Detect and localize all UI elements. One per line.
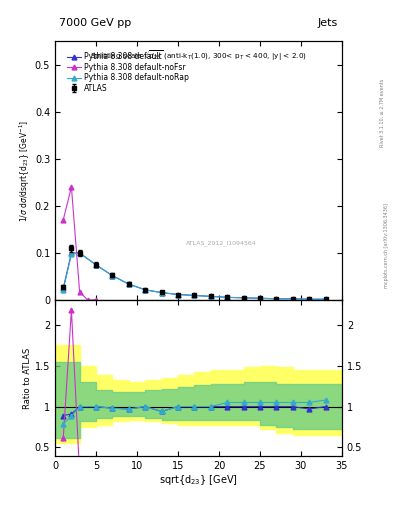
Pythia 8.308 default [77,250,82,256]
Pythia 8.308 default [127,281,131,287]
Pythia 8.308 default-noRap [159,290,164,296]
Pythia 8.308 default [192,292,197,298]
Text: mcplots.cern.ch [arXiv:1306.3436]: mcplots.cern.ch [arXiv:1306.3436] [384,203,389,288]
Text: 7000 GeV pp: 7000 GeV pp [59,18,131,28]
Y-axis label: Ratio to ATLAS: Ratio to ATLAS [23,347,32,409]
Pythia 8.308 default-noRap [257,295,262,302]
Pythia 8.308 default [323,296,328,302]
Y-axis label: 1/$\sigma$ d$\sigma$/dsqrt{d$_{23}$} [GeV$^{-1}$]: 1/$\sigma$ d$\sigma$/dsqrt{d$_{23}$} [Ge… [18,119,32,222]
Pythia 8.308 default-noFsr [94,296,98,303]
Text: Rivet 3.1.10, ≥ 2.7M events: Rivet 3.1.10, ≥ 2.7M events [380,78,384,147]
Pythia 8.308 default [69,250,74,256]
Pythia 8.308 default [110,272,115,279]
Text: ATLAS_2012_I1094564: ATLAS_2012_I1094564 [186,240,257,246]
Pythia 8.308 default-noRap [241,295,246,301]
Text: Jets: Jets [318,18,338,28]
Pythia 8.308 default-noRap [290,295,295,302]
Pythia 8.308 default [274,295,279,302]
Pythia 8.308 default-noRap [192,292,197,298]
Pythia 8.308 default [159,290,164,296]
Pythia 8.308 default [61,285,66,291]
Pythia 8.308 default-noRap [176,291,180,297]
Pythia 8.308 default [307,296,312,302]
Pythia 8.308 default [257,295,262,302]
Pythia 8.308 default-noRap [77,250,82,256]
Pythia 8.308 default-noFsr [69,184,74,190]
Pythia 8.308 default-noRap [208,293,213,300]
X-axis label: sqrt{d$_{23}$} [GeV]: sqrt{d$_{23}$} [GeV] [159,473,238,487]
Pythia 8.308 default-noRap [225,294,230,301]
Pythia 8.308 default [241,295,246,301]
Pythia 8.308 default-noRap [323,296,328,302]
Pythia 8.308 default-noFsr [85,297,90,303]
Pythia 8.308 default-noRap [274,295,279,302]
Text: Splitting scale $\sqrt{d_{23}}$ (anti-k$_{T}$(1.0), 300< p$_{T}$ < 400, |y| < 2.: Splitting scale $\sqrt{d_{23}}$ (anti-k$… [90,49,307,63]
Pythia 8.308 default-noRap [307,296,312,302]
Pythia 8.308 default [225,294,230,301]
Pythia 8.308 default-noRap [69,251,74,258]
Legend: Pythia 8.308 default, Pythia 8.308 default-noFsr, Pythia 8.308 default-noRap, AT: Pythia 8.308 default, Pythia 8.308 defau… [64,50,191,95]
Line: Pythia 8.308 default-noRap: Pythia 8.308 default-noRap [61,250,328,302]
Line: Pythia 8.308 default: Pythia 8.308 default [61,250,328,302]
Pythia 8.308 default [208,293,213,300]
Pythia 8.308 default [143,287,147,293]
Pythia 8.308 default-noRap [127,281,131,287]
Pythia 8.308 default-noFsr [77,289,82,295]
Pythia 8.308 default-noRap [94,262,98,268]
Pythia 8.308 default [94,262,98,268]
Pythia 8.308 default-noRap [61,287,66,293]
Pythia 8.308 default-noFsr [61,217,66,223]
Pythia 8.308 default-noRap [143,287,147,293]
Pythia 8.308 default-noRap [110,272,115,279]
Pythia 8.308 default [290,295,295,302]
Line: Pythia 8.308 default-noFsr: Pythia 8.308 default-noFsr [61,185,98,303]
Pythia 8.308 default [176,291,180,297]
